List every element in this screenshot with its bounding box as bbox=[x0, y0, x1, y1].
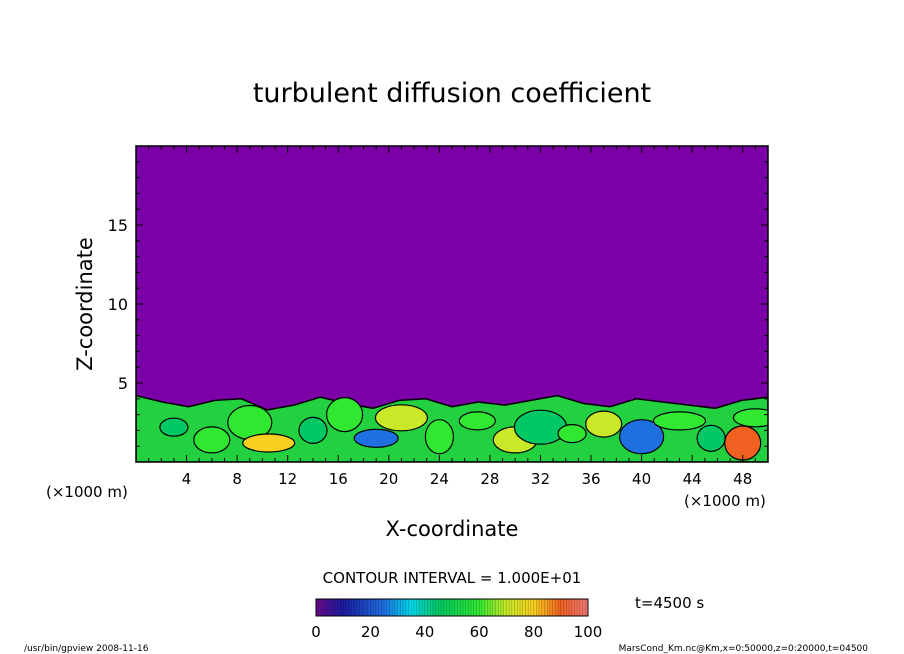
colorbar bbox=[315, 598, 589, 617]
chart-title: turbulent diffusion coefficient bbox=[253, 78, 651, 109]
x-axis-unit-right: (×1000 m) bbox=[684, 492, 766, 510]
x-tick-label: 8 bbox=[232, 470, 242, 488]
x-tick-label: 28 bbox=[480, 470, 499, 488]
turbulence-patch bbox=[353, 428, 399, 448]
y-tick-label: 15 bbox=[108, 216, 128, 235]
footer-left: /usr/bin/gpview 2008-11-16 bbox=[24, 644, 149, 654]
x-tick-label: 16 bbox=[329, 470, 348, 488]
y-axis: 5 10 15 bbox=[108, 161, 768, 447]
turbulence-patch bbox=[724, 425, 762, 461]
x-axis-unit-left: (×1000 m) bbox=[46, 483, 128, 501]
contour-interval-label: CONTOUR INTERVAL = 1.000E+01 bbox=[323, 569, 582, 587]
x-tick-label: 24 bbox=[430, 470, 449, 488]
colorbar-stripes bbox=[318, 599, 586, 616]
colorbar-tick-label: 80 bbox=[524, 623, 543, 641]
x-tick-label: 32 bbox=[531, 470, 550, 488]
turbulence-patch bbox=[513, 409, 568, 445]
turbulence-patch bbox=[242, 433, 296, 453]
turbulence-patch bbox=[585, 410, 623, 438]
footer-right: MarsCond_Km.nc@Km,x=0:50000,z=0:20000,t=… bbox=[619, 644, 869, 654]
turbulence-patch bbox=[326, 397, 364, 433]
colorbar-ticks: 0 20 40 60 80 100 bbox=[311, 623, 602, 641]
x-tick-label: 48 bbox=[733, 470, 752, 488]
x-tick-label: 44 bbox=[683, 470, 702, 488]
colorbar-tick-label: 0 bbox=[311, 623, 321, 641]
turbulence-patch bbox=[618, 419, 665, 455]
turbulence-patch bbox=[458, 411, 496, 431]
plot-field bbox=[136, 146, 768, 462]
turbulence-patch bbox=[193, 426, 231, 454]
y-tick-label: 5 bbox=[118, 374, 128, 393]
colorbar-tick-label: 60 bbox=[470, 623, 489, 641]
y-axis-label: Z-coordinate bbox=[73, 237, 97, 371]
x-tick-label: 40 bbox=[632, 470, 651, 488]
turbulence-patch bbox=[696, 424, 726, 452]
colorbar-tick-label: 20 bbox=[361, 623, 380, 641]
turbulence-patch bbox=[424, 419, 454, 455]
turbulence-patch bbox=[374, 404, 428, 432]
y-tick-label: 10 bbox=[108, 295, 128, 314]
x-tick-label: 36 bbox=[581, 470, 600, 488]
colorbar-tick-label: 100 bbox=[574, 623, 603, 641]
x-axis-label: X-coordinate bbox=[386, 517, 519, 541]
turbulence-patch bbox=[159, 417, 189, 437]
turbulence-patches bbox=[159, 397, 768, 461]
colorbar-tick-label: 40 bbox=[415, 623, 434, 641]
x-tick-label: 12 bbox=[278, 470, 297, 488]
x-axis: 4 8 12 16 20 24 28 32 36 40 44 48 bbox=[148, 146, 756, 488]
turbulence-patch bbox=[298, 416, 328, 444]
x-tick-label: 4 bbox=[182, 470, 192, 488]
turbulence-patch bbox=[732, 408, 768, 428]
turbulence-patch bbox=[652, 411, 707, 431]
x-tick-label: 20 bbox=[379, 470, 398, 488]
time-label: t=4500 s bbox=[635, 594, 704, 612]
turbulence-patch bbox=[557, 424, 587, 444]
